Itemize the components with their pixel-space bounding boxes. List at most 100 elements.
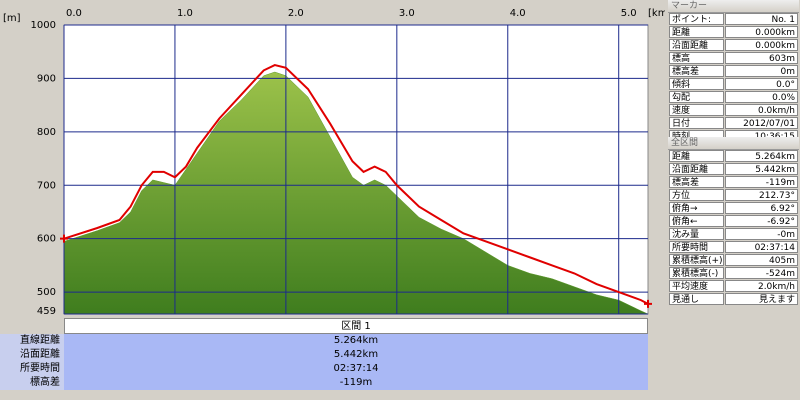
row-label: 俯角←: [669, 215, 724, 227]
chart: [m] [km] 459 500 600 700 800 900 1000 0.0 1.0 2.0…: [3, 8, 665, 316]
row-label: 標高差: [669, 176, 724, 188]
y-tick-label: 600: [37, 234, 56, 245]
row-label: 平均速度: [669, 280, 724, 292]
row-value: No. 1: [725, 13, 798, 25]
row-value: 0.0%: [725, 91, 798, 103]
row-value: 0.000km: [725, 39, 798, 51]
x-unit: [km]: [648, 8, 665, 19]
panel-row: 勾配 0.0%: [669, 91, 798, 103]
panel-title: 全区間: [668, 137, 799, 150]
total-panel: 全区間 距離 5.264km 沿面距離 5.442km 標高差 -119m 方位 212.73°…: [668, 137, 799, 306]
row-value: -0m: [725, 228, 798, 240]
row-label: 傾斜: [669, 78, 724, 90]
row-label: 所要時間: [669, 241, 724, 253]
row-value: 0.000km: [725, 26, 798, 38]
segment-row: 沿面距離 5.442km: [0, 348, 665, 362]
row-label: 累積標高(-): [669, 267, 724, 279]
row-label: 距離: [669, 150, 724, 162]
row-label: 勾配: [669, 91, 724, 103]
panel-row: 距離 0.000km: [669, 26, 798, 38]
point-marker: [644, 299, 652, 308]
panel-row: ポイント: No. 1: [669, 13, 798, 25]
row-value: 603m: [725, 52, 798, 64]
marker-panel: マーカー ポイント: No. 1 距離 0.000km 沿面距離 0.000km 標高 603m…: [668, 0, 799, 143]
segment-row: 所要時間 02:37:14: [0, 362, 665, 376]
row-label: 累積標高(+): [669, 254, 724, 266]
row-label: 標高差: [669, 65, 724, 77]
panel-row: 標高差 0m: [669, 65, 798, 77]
panel-row: 速度 0.0km/h: [669, 104, 798, 116]
x-tick-label: 1.0: [177, 8, 193, 19]
panel-row: 平均速度 2.0km/h: [669, 280, 798, 292]
row-value: -119m: [725, 176, 798, 188]
row-value: 405m: [725, 254, 798, 266]
row-label: 沿面距離: [669, 39, 724, 51]
row-value: 5.442km: [64, 348, 648, 362]
panel-row: 沿面距離 5.442km: [669, 163, 798, 175]
row-value: 5.264km: [725, 150, 798, 162]
row-label: 標高: [669, 52, 724, 64]
row-value: 2.0km/h: [725, 280, 798, 292]
row-label: 速度: [669, 104, 724, 116]
panel-row: 沈み量 -0m: [669, 228, 798, 240]
row-value: -119m: [64, 376, 648, 390]
panel-row: 見通し 見えます: [669, 293, 798, 305]
row-label: 方位: [669, 189, 724, 201]
row-value: 0.0°: [725, 78, 798, 90]
row-label: 日付: [669, 117, 724, 129]
row-value: 212.73°: [725, 189, 798, 201]
y-unit: [m]: [3, 13, 21, 24]
panel-row: 累積標高(-) -524m: [669, 267, 798, 279]
row-label: 俯角→: [669, 202, 724, 214]
row-label: 沿面距離: [669, 163, 724, 175]
x-tick-label: 0.0: [66, 8, 82, 19]
row-label: 沈み量: [669, 228, 724, 240]
row-label: 直線距離: [0, 334, 64, 348]
y-tick-label: 900: [37, 73, 56, 84]
segment-row: 標高差 -119m: [0, 376, 665, 390]
y-tick-label: 800: [37, 127, 56, 138]
row-label: 標高差: [0, 376, 64, 390]
row-value: 2012/07/01: [725, 117, 798, 129]
row-value: -524m: [725, 267, 798, 279]
panel-row: 累積標高(+) 405m: [669, 254, 798, 266]
y-tick-label: 1000: [31, 20, 56, 31]
panel-row: 沿面距離 0.000km: [669, 39, 798, 51]
row-value: 5.442km: [725, 163, 798, 175]
row-label: ポイント:: [669, 13, 724, 25]
y-tick-label: 500: [37, 287, 56, 298]
x-tick-label: 2.0: [288, 8, 304, 19]
row-value: 見えます: [725, 293, 798, 305]
x-tick-label: 4.0: [510, 8, 526, 19]
row-value: 0m: [725, 65, 798, 77]
panel-row: 距離 5.264km: [669, 150, 798, 162]
elevation-area: [63, 71, 649, 315]
panel-row: 所要時間 02:37:14: [669, 241, 798, 253]
row-label: 沿面距離: [0, 348, 64, 362]
segment-row: 直線距離 5.264km: [0, 334, 665, 348]
point-marker: [60, 234, 68, 243]
panel-row: 俯角← -6.92°: [669, 215, 798, 227]
panel-row: 方位 212.73°: [669, 189, 798, 201]
panel-row: 傾斜 0.0°: [669, 78, 798, 90]
x-tick-label: 3.0: [399, 8, 415, 19]
panel-row: 標高差 -119m: [669, 176, 798, 188]
panel-title: マーカー: [668, 0, 799, 13]
row-value: 0.0km/h: [725, 104, 798, 116]
y-tick-label: 700: [37, 180, 56, 191]
segment-title: 区間 1: [64, 318, 648, 334]
track-line: [63, 64, 649, 305]
segment-table: 区間 1 直線距離 5.264km 沿面距離 5.442km 所要時間 02:37:14 標高…: [0, 318, 665, 390]
row-value: 02:37:14: [725, 241, 798, 253]
panel-row: 俯角→ 6.92°: [669, 202, 798, 214]
panel-row: 日付 2012/07/01: [669, 117, 798, 129]
row-value: -6.92°: [725, 215, 798, 227]
row-label: 見通し: [669, 293, 724, 305]
row-value: 6.92°: [725, 202, 798, 214]
row-value: 02:37:14: [64, 362, 648, 376]
row-label: 距離: [669, 26, 724, 38]
row-value: 5.264km: [64, 334, 648, 348]
panel-row: 標高 603m: [669, 52, 798, 64]
row-label: 所要時間: [0, 362, 64, 376]
